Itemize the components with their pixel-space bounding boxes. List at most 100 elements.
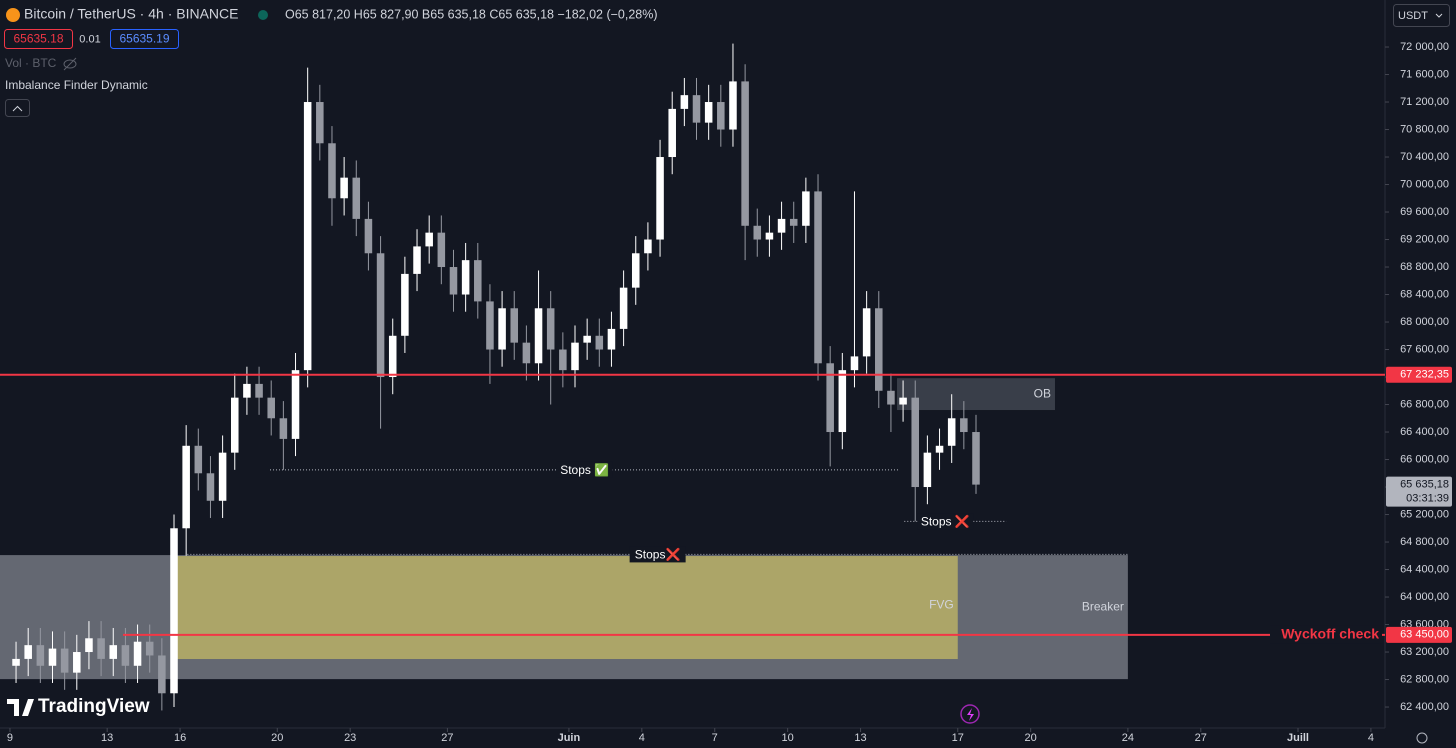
candle-body bbox=[12, 658, 20, 666]
candle-body bbox=[474, 260, 482, 302]
y-tick-label: 68 400,00 bbox=[1400, 288, 1449, 300]
x-tick-label: Juill bbox=[1287, 732, 1309, 744]
price-tag bbox=[1386, 366, 1452, 383]
candle-body bbox=[644, 239, 652, 254]
y-tick-label: 66 800,00 bbox=[1400, 398, 1449, 410]
plot-area: Breaker FVG OB Stops ✅ Stops ❌ Stops❌ Wyckoff … bbox=[0, 43, 1385, 711]
candle-body bbox=[303, 102, 312, 371]
candle-body bbox=[607, 328, 616, 350]
candle-body bbox=[376, 253, 385, 378]
currency: USDT bbox=[1398, 10, 1428, 22]
candle-body bbox=[121, 645, 130, 666]
x-tick-label: 13 bbox=[854, 732, 866, 744]
candle-body bbox=[85, 638, 93, 653]
candle-body bbox=[218, 452, 227, 501]
candle-body bbox=[583, 335, 591, 343]
candle-body bbox=[923, 452, 932, 488]
candle-body bbox=[899, 397, 907, 405]
candle-body bbox=[960, 418, 968, 433]
volume-label: Vol · BTC bbox=[5, 56, 57, 70]
price-tag-label: 67 232,35 bbox=[1400, 369, 1449, 381]
bid-box[interactable] bbox=[4, 29, 73, 49]
candle-body bbox=[145, 641, 154, 656]
candle-body bbox=[316, 102, 324, 144]
logo bbox=[7, 699, 34, 716]
stops-label-bg bbox=[629, 546, 686, 563]
candle-body bbox=[461, 260, 470, 295]
y-tick-label: 62 400,00 bbox=[1400, 701, 1449, 713]
settings-icon[interactable] bbox=[1416, 732, 1428, 744]
zone-label: Breaker bbox=[1082, 599, 1124, 613]
alert-icon[interactable] bbox=[960, 704, 980, 724]
candle-body bbox=[875, 308, 883, 391]
x-tick-label: 13 bbox=[101, 732, 113, 744]
candle-body bbox=[595, 335, 604, 350]
candle-body bbox=[364, 218, 373, 254]
candle-body bbox=[109, 645, 118, 659]
zone bbox=[897, 378, 1055, 411]
y-tick-label: 70 000,00 bbox=[1400, 178, 1449, 190]
candle-body bbox=[692, 95, 701, 123]
candle-body bbox=[267, 397, 275, 419]
hide-icon[interactable] bbox=[63, 57, 77, 71]
y-tick-label: 71 200,00 bbox=[1400, 96, 1449, 108]
candle-body bbox=[24, 645, 32, 659]
candle-body bbox=[206, 473, 215, 501]
y-tick-label: 64 800,00 bbox=[1400, 536, 1449, 548]
candle-body bbox=[97, 638, 105, 659]
candle-body bbox=[437, 232, 446, 268]
zone-label: OB bbox=[1034, 386, 1051, 400]
caret-icon bbox=[12, 105, 23, 112]
candle-body bbox=[729, 81, 737, 130]
y-tick-label: 65 200,00 bbox=[1400, 508, 1449, 520]
candle-body bbox=[60, 648, 69, 673]
candle-body bbox=[352, 177, 361, 219]
x-tick-label: 7 bbox=[712, 732, 718, 744]
y-tick-label: 63 200,00 bbox=[1400, 646, 1449, 658]
x-tick-label: 20 bbox=[271, 732, 283, 744]
x-tick-label: 27 bbox=[1195, 732, 1207, 744]
ohlc: O65 817,20 H65 827,90 B65 635,18 C65 635… bbox=[285, 7, 658, 21]
y-tick-label: 66 400,00 bbox=[1400, 426, 1449, 438]
candle-body bbox=[972, 432, 980, 485]
bid: 65635.18 bbox=[13, 32, 63, 46]
candle-body bbox=[36, 645, 45, 666]
collapse-button[interactable] bbox=[5, 99, 30, 117]
candle-body bbox=[947, 418, 956, 446]
dropdown-icon bbox=[1435, 13, 1443, 18]
candle-body bbox=[522, 342, 531, 364]
x-tick-label: 4 bbox=[639, 732, 645, 744]
candle-body bbox=[425, 232, 433, 247]
y-tick-label: 68 800,00 bbox=[1400, 261, 1449, 273]
candle-body bbox=[741, 81, 749, 226]
countdown: 03:31:39 bbox=[1406, 493, 1449, 505]
y-tick-label: 72 000,00 bbox=[1400, 41, 1449, 53]
zone-label: FVG bbox=[929, 598, 954, 612]
candle-body bbox=[255, 383, 263, 398]
candle-body bbox=[158, 655, 166, 694]
candle-body bbox=[911, 397, 919, 488]
candle-body bbox=[887, 390, 895, 405]
candle-body bbox=[413, 246, 421, 274]
candle-body bbox=[826, 363, 834, 433]
last-price-tag bbox=[1386, 476, 1452, 507]
stops-label: Stops ❌ bbox=[921, 515, 970, 529]
y-tick-label: 66 000,00 bbox=[1400, 453, 1449, 465]
candle-body bbox=[704, 102, 713, 123]
last-price-label: 65 635,18 bbox=[1400, 479, 1449, 491]
candle-body bbox=[486, 301, 494, 350]
x-tick-label: 20 bbox=[1025, 732, 1037, 744]
candle-body bbox=[656, 157, 664, 240]
candle-body bbox=[862, 308, 871, 357]
candle-body bbox=[48, 648, 57, 666]
candle-body bbox=[328, 143, 336, 199]
candle-body bbox=[534, 308, 543, 364]
ask: 65635.19 bbox=[119, 32, 169, 46]
stops-label-bg bbox=[917, 513, 974, 530]
level-text-bg bbox=[1270, 625, 1382, 644]
ask-box[interactable] bbox=[110, 29, 179, 49]
candle-body bbox=[546, 308, 555, 350]
candle-body bbox=[279, 418, 288, 439]
currency-button[interactable] bbox=[1393, 4, 1450, 27]
candle-body bbox=[765, 232, 774, 240]
